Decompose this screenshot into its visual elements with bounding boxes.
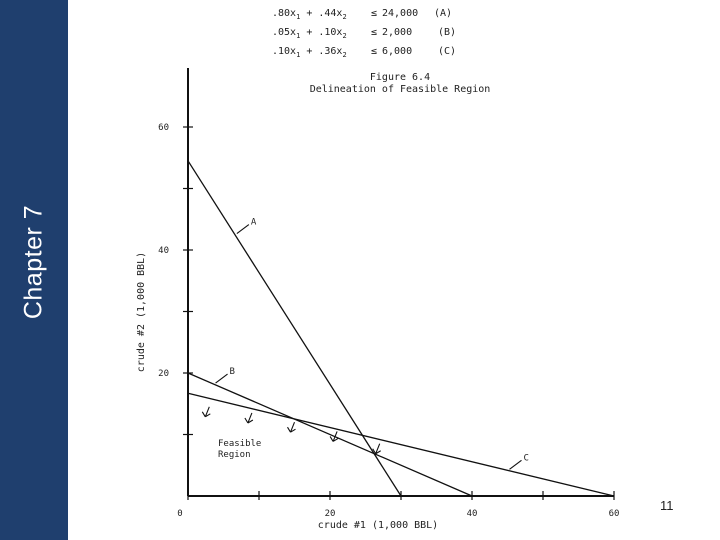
constraint-a-sub2: 2 bbox=[342, 13, 346, 21]
y-tick-label: 40 bbox=[158, 246, 169, 256]
constraint-c-coef2: + .36x bbox=[300, 46, 342, 57]
feasible-direction-arrow bbox=[372, 443, 381, 455]
constraint-b-relation: ≤ bbox=[371, 27, 377, 38]
constraint-b-sub2: 2 bbox=[342, 32, 346, 40]
chapter-title: Chapter 7 bbox=[19, 204, 48, 320]
x-tick-label: 0 bbox=[177, 509, 182, 519]
constraint-a-sub1: 1 bbox=[296, 13, 300, 21]
constraint-c: .10x1 + .36x2 ≤ 6,000 (C) bbox=[272, 46, 456, 59]
constraint-c-tag: (C) bbox=[438, 46, 456, 57]
constraint-b-coef2: + .10x bbox=[300, 27, 342, 38]
constraint-a-coef1: .80x bbox=[272, 8, 296, 19]
constraint-c-sub1: 1 bbox=[296, 51, 300, 59]
y-tick-label: 20 bbox=[158, 369, 169, 379]
constraint-pointer-a bbox=[236, 224, 250, 235]
y-axis-label: crude #2 (1,000 BBL) bbox=[136, 252, 147, 372]
svg-text:.10x1 + .36x2: .10x1 + .36x2 bbox=[272, 46, 347, 59]
x-tick-label: 20 bbox=[325, 509, 336, 519]
y-tick-label: 60 bbox=[158, 123, 169, 133]
feasible-direction-arrow bbox=[201, 406, 211, 418]
constraint-line-label-c: C bbox=[524, 453, 529, 463]
x-axis-label: crude #1 (1,000 BBL) bbox=[318, 520, 438, 531]
constraint-b: .05x1 + .10x2 ≤ 2,000 (B) bbox=[272, 27, 456, 40]
constraint-c-rhs: 6,000 bbox=[382, 46, 412, 57]
constraint-line-b bbox=[187, 372, 473, 497]
constraint-c-sub2: 2 bbox=[342, 51, 346, 59]
constraint-line-c bbox=[187, 392, 615, 497]
constraint-a: .80x1 + .44x2 ≤ 24,000 (A) bbox=[272, 8, 452, 21]
constraint-b-rhs: 2,000 bbox=[382, 27, 412, 38]
constraint-a-relation: ≤ bbox=[371, 8, 377, 19]
constraint-b-coef1: .05x bbox=[272, 27, 296, 38]
x-tick-label: 60 bbox=[609, 509, 620, 519]
chart-title: Delineation of Feasible Region bbox=[310, 84, 491, 95]
feasible-region-label-line1: Feasible bbox=[218, 439, 261, 449]
constraint-b-tag: (B) bbox=[438, 27, 456, 38]
constraint-c-relation: ≤ bbox=[371, 46, 377, 57]
svg-text:.05x1 + .10x2: .05x1 + .10x2 bbox=[272, 27, 347, 40]
sidebar: Chapter 7 bbox=[0, 0, 68, 540]
constraint-pointer-c bbox=[509, 459, 522, 470]
constraint-a-tag: (A) bbox=[434, 8, 452, 19]
constraint-pointer-b bbox=[215, 373, 228, 384]
constraint-line-label-b: B bbox=[230, 367, 235, 377]
constraint-a-rhs: 24,000 bbox=[382, 8, 418, 19]
constraint-a-coef2: + .44x bbox=[300, 8, 342, 19]
feasible-direction-arrow bbox=[287, 421, 296, 433]
constraint-b-sub1: 1 bbox=[296, 32, 300, 40]
constraint-line-a bbox=[187, 160, 402, 497]
x-tick-label: 40 bbox=[467, 509, 478, 519]
feasible-region-label-line2: Region bbox=[218, 450, 251, 460]
constraint-c-coef1: .10x bbox=[272, 46, 296, 57]
feasible-direction-arrow bbox=[329, 431, 339, 442]
svg-text:.80x1 + .44x2: .80x1 + .44x2 bbox=[272, 8, 347, 21]
chart: .80x1 + .44x2 ≤ 24,000 (A) .05x1 + .10x2… bbox=[136, 8, 620, 531]
feasible-direction-arrow bbox=[244, 412, 254, 424]
page-number: 11 bbox=[660, 498, 674, 513]
constraint-line-label-a: A bbox=[251, 218, 257, 228]
figure-label: Figure 6.4 bbox=[370, 72, 430, 83]
